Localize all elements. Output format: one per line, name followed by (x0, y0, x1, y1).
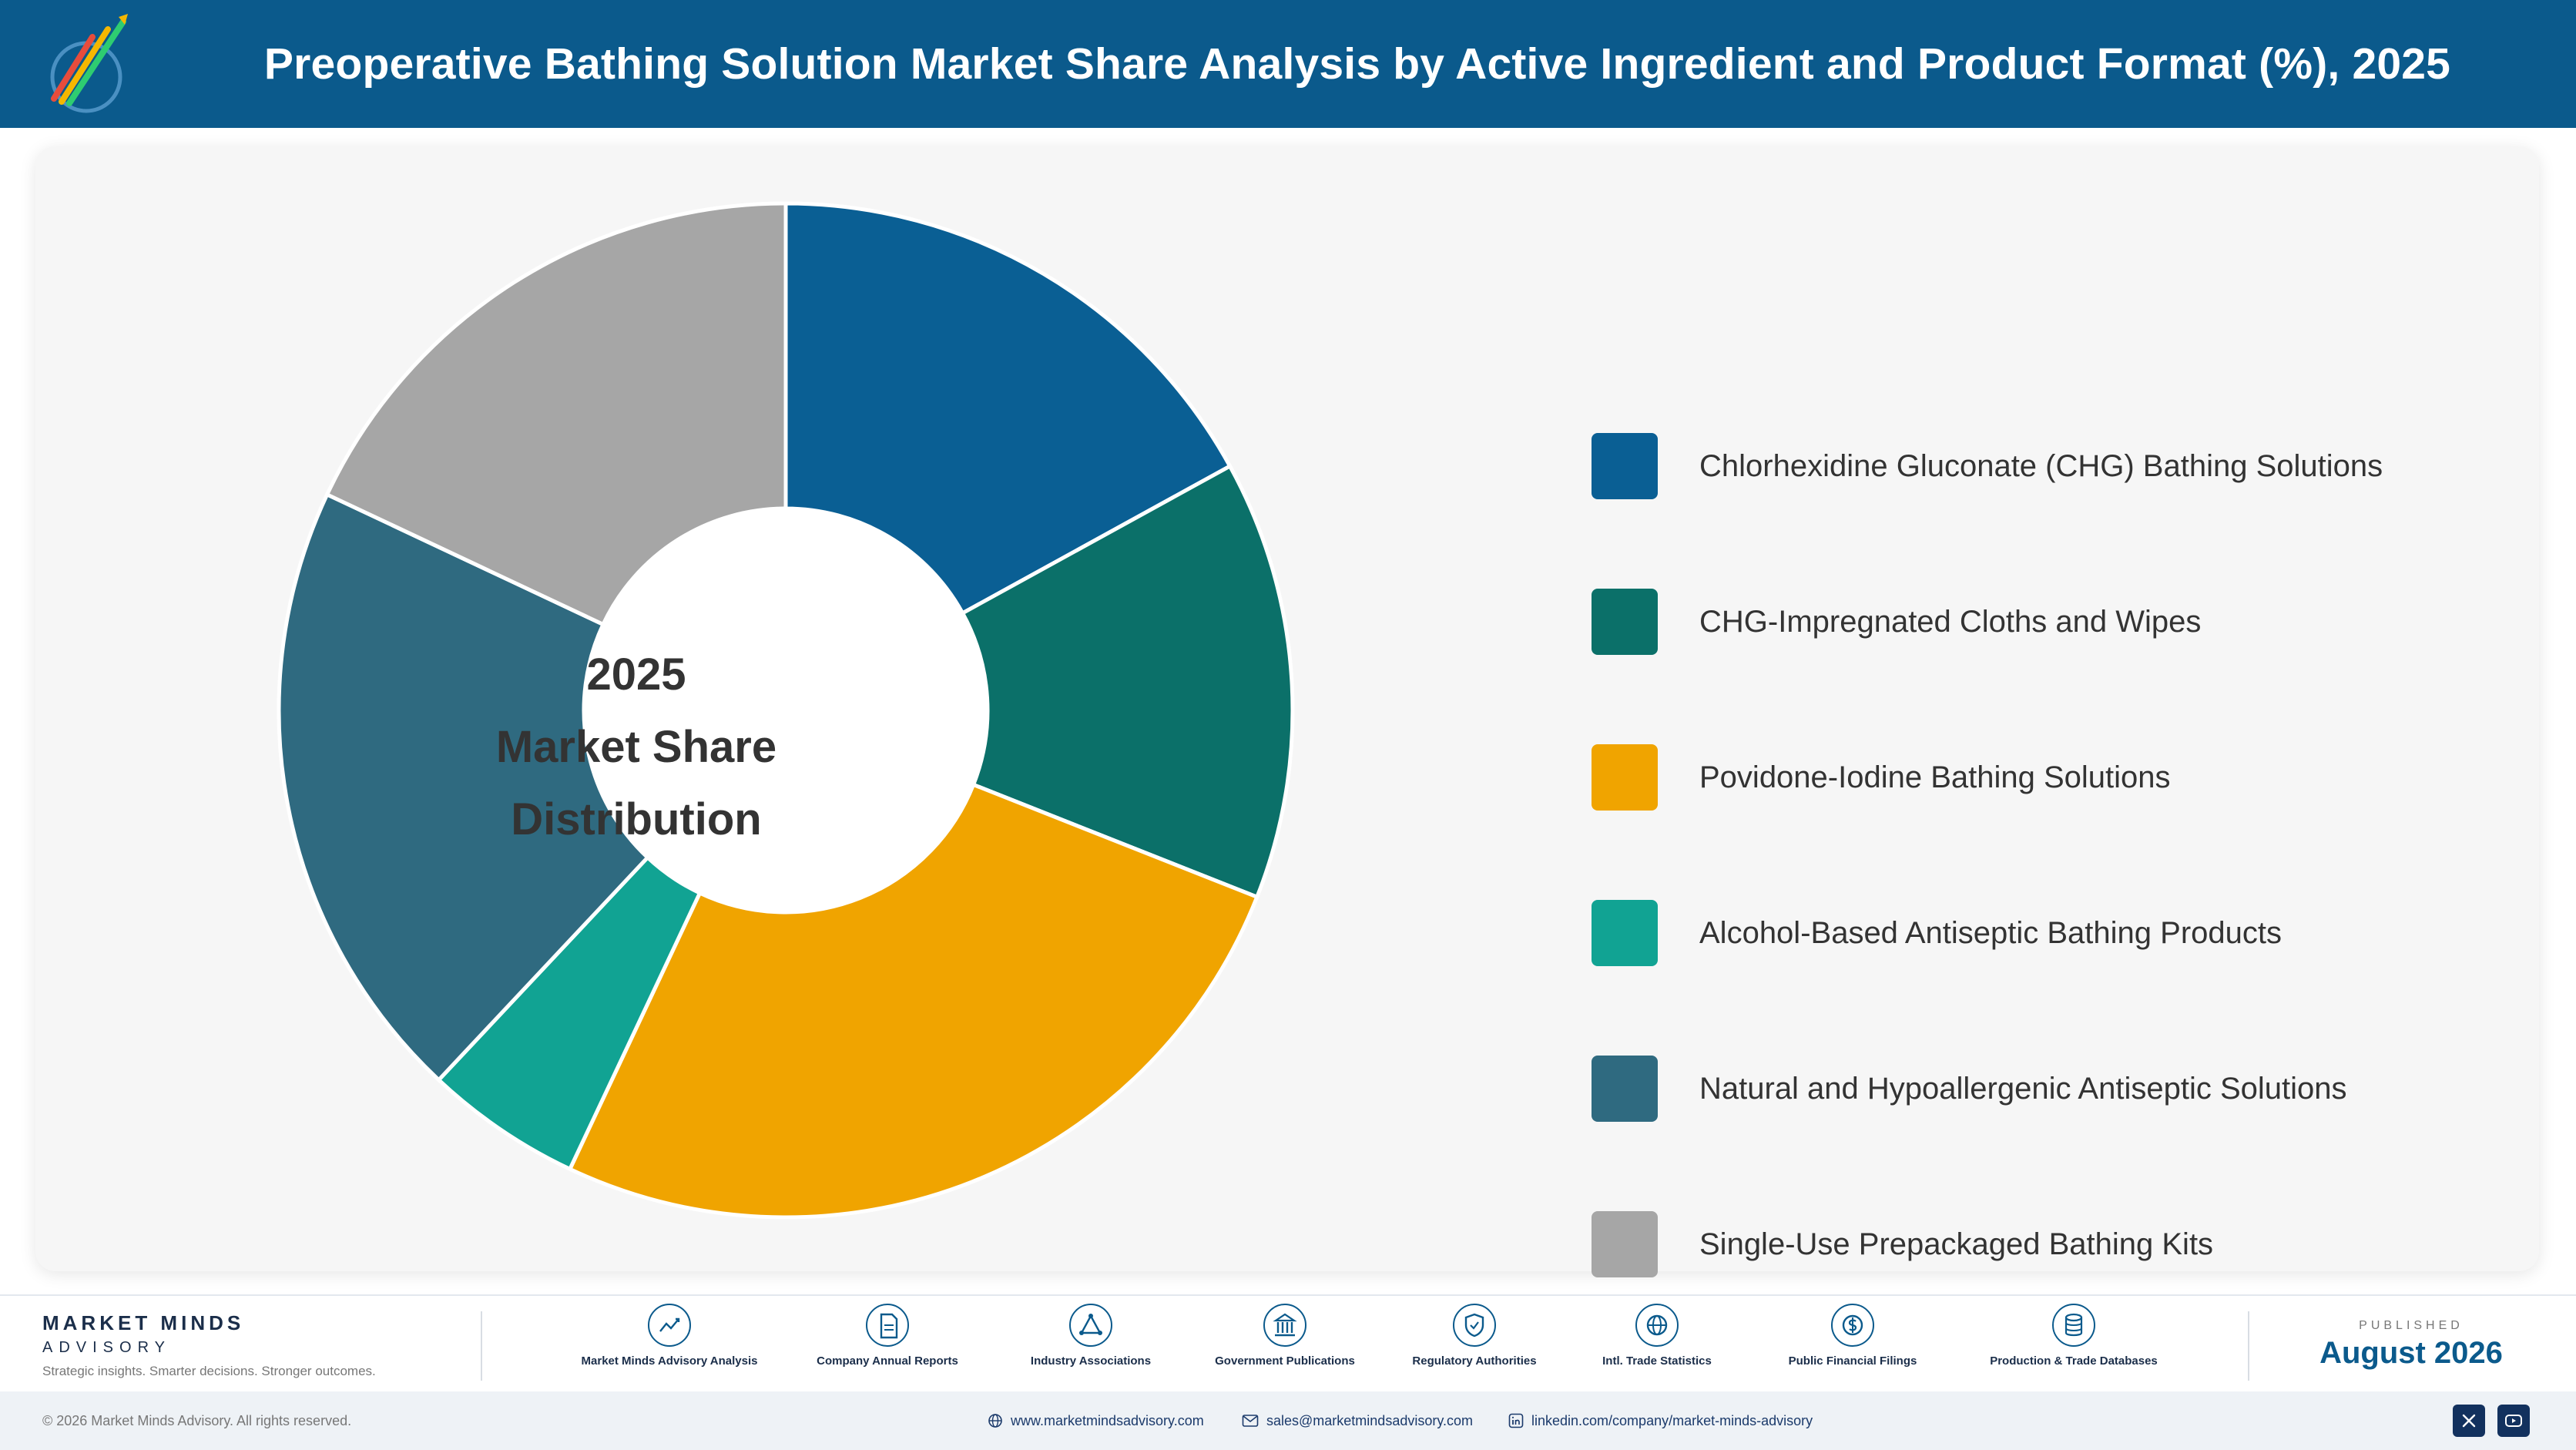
source-label: Industry Associations (1030, 1354, 1152, 1368)
network-icon (1069, 1304, 1112, 1347)
company-logo (50, 14, 128, 113)
source-item-5: Regulatory Authorities (1386, 1304, 1563, 1368)
source-item-7: Public Financial Filings (1764, 1304, 1941, 1368)
source-label: Intl. Trade Statistics (1602, 1354, 1712, 1368)
legend-label: Single-Use Prepackaged Bathing Kits (1699, 1227, 2214, 1261)
donut-hole (585, 510, 986, 911)
globe-icon (988, 1414, 1002, 1428)
legend-item-4: Alcohol-Based Antiseptic Bathing Product… (1592, 900, 2282, 966)
website-text: www.marketmindsadvisory.com (1011, 1412, 1204, 1428)
chart-card: 2025 Market Share Distribution Chlorhexi… (35, 146, 2539, 1277)
published-label: PUBLISHED (2359, 1319, 2464, 1332)
website-link[interactable]: www.marketmindsadvisory.com (988, 1391, 1204, 1450)
footer-band: MARKET MINDS ADVISORY Strategic insights… (0, 1294, 2576, 1391)
legend-swatch (1592, 744, 1658, 811)
donut-chart (277, 201, 1295, 1220)
x-icon (2462, 1414, 2476, 1428)
source-item-2: Company Annual Reports (799, 1304, 976, 1368)
legend-swatch (1592, 900, 1658, 966)
legend-swatch (1592, 1056, 1658, 1122)
center-label-year: 2025 (586, 649, 686, 700)
legend-item-6: Single-Use Prepackaged Bathing Kits (1592, 1211, 2213, 1277)
brand-tagline: Strategic insights. Smarter decisions. S… (42, 1364, 376, 1378)
donut-slice-3 (567, 782, 1260, 1220)
donut-center-label: 2025 Market Share Distribution (451, 639, 821, 856)
legend-item-3: Povidone-Iodine Bathing Solutions (1592, 744, 2171, 811)
source-label: Company Annual Reports (817, 1354, 958, 1368)
donut-slice-1 (783, 201, 1233, 616)
source-item-8: Production & Trade Databases (1985, 1304, 2162, 1368)
donut-slice-6 (324, 201, 788, 627)
source-label: Market Minds Advisory Analysis (581, 1354, 758, 1368)
x-social-button[interactable] (2453, 1405, 2485, 1437)
building-icon (1263, 1304, 1306, 1347)
legend-item-5: Natural and Hypoallergenic Antiseptic So… (1592, 1056, 2347, 1122)
legend-label: Chlorhexidine Gluconate (CHG) Bathing So… (1699, 448, 2383, 483)
published-date: August 2026 (2319, 1336, 2503, 1370)
brand-subtitle: ADVISORY (42, 1339, 171, 1356)
legend-label: Alcohol-Based Antiseptic Bathing Product… (1699, 915, 2282, 950)
footer-divider-right (2248, 1311, 2249, 1381)
source-item-4: Government Publications (1196, 1304, 1374, 1368)
source-label: Production & Trade Databases (1990, 1354, 2158, 1368)
header-bar: Preoperative Bathing Solution Market Sha… (0, 0, 2576, 128)
globe-icon (1635, 1304, 1679, 1347)
linkedin-link[interactable]: linkedin.com/company/market-minds-adviso… (1508, 1391, 1813, 1450)
legend-label: Povidone-Iodine Bathing Solutions (1699, 760, 2171, 794)
legend-item-2: CHG-Impregnated Cloths and Wipes (1592, 589, 2201, 655)
page-title: Preoperative Bathing Solution Market Sha… (263, 39, 2451, 89)
bottom-bar: © 2026 Market Minds Advisory. All rights… (0, 1391, 2576, 1450)
legend-item-1: Chlorhexidine Gluconate (CHG) Bathing So… (1592, 433, 2383, 499)
mail-icon (1242, 1415, 1259, 1427)
source-label: Government Publications (1215, 1354, 1355, 1368)
shield-icon (1453, 1304, 1496, 1347)
legend-swatch (1592, 589, 1658, 655)
brand-name: MARKET MINDS (42, 1311, 245, 1334)
donut-slice-5 (277, 492, 651, 1083)
legend-label: Natural and Hypoallergenic Antiseptic So… (1699, 1071, 2347, 1106)
legend-label: CHG-Impregnated Cloths and Wipes (1699, 604, 2202, 639)
source-item-6: Intl. Trade Statistics (1568, 1304, 1746, 1368)
dollar-icon (1831, 1304, 1874, 1347)
database-icon (2052, 1304, 2095, 1347)
source-label: Regulatory Authorities (1412, 1354, 1537, 1368)
source-item-3: Industry Associations (1002, 1304, 1179, 1368)
donut-slice-2 (960, 463, 1295, 900)
source-item-1: Market Minds Advisory Analysis (581, 1304, 758, 1368)
center-label-line3: Distribution (511, 794, 762, 844)
source-label: Public Financial Filings (1788, 1354, 1917, 1368)
youtube-social-button[interactable] (2497, 1405, 2530, 1437)
legend-swatch (1592, 433, 1658, 499)
footer-divider-left (481, 1311, 482, 1381)
center-label-line2: Market Share (495, 722, 777, 772)
copyright-text: © 2026 Market Minds Advisory. All rights… (42, 1412, 352, 1428)
email-link[interactable]: sales@marketmindsadvisory.com (1242, 1391, 1473, 1450)
legend-swatch (1592, 1211, 1658, 1277)
linkedin-icon (1508, 1413, 1524, 1428)
document-icon (866, 1304, 909, 1347)
linkedin-text: linkedin.com/company/market-minds-adviso… (1531, 1412, 1813, 1428)
email-text: sales@marketmindsadvisory.com (1266, 1412, 1474, 1428)
chart-line-icon (648, 1304, 691, 1347)
youtube-icon (2505, 1415, 2522, 1427)
